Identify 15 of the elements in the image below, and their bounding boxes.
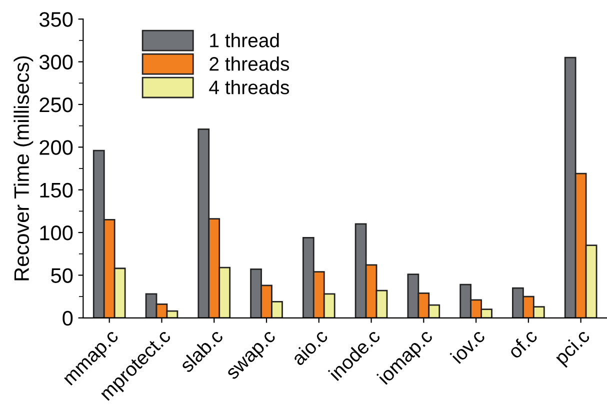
y-tick-label: 350	[39, 12, 73, 27]
y-tick-label: 0	[62, 310, 73, 326]
x-tick-label: aio.c	[290, 328, 329, 366]
y-tick-label: 150	[40, 182, 73, 198]
y-axis-title: Recover Time (millisecs)	[14, 56, 34, 280]
y-tick-label: 50	[51, 268, 73, 283]
x-tick-label: iov.c	[450, 328, 486, 364]
y-tick-label: 300	[39, 54, 73, 70]
x-tick-label: of.c	[506, 328, 538, 360]
legend-label: 4 threads	[209, 80, 290, 94]
legend-label: 1 thread	[210, 33, 279, 48]
y-tick-label: 250	[40, 97, 73, 112]
legend-label: 2 threads	[210, 56, 290, 71]
y-tick-label: 200	[40, 140, 73, 155]
y-tick-label: 100	[40, 226, 73, 240]
